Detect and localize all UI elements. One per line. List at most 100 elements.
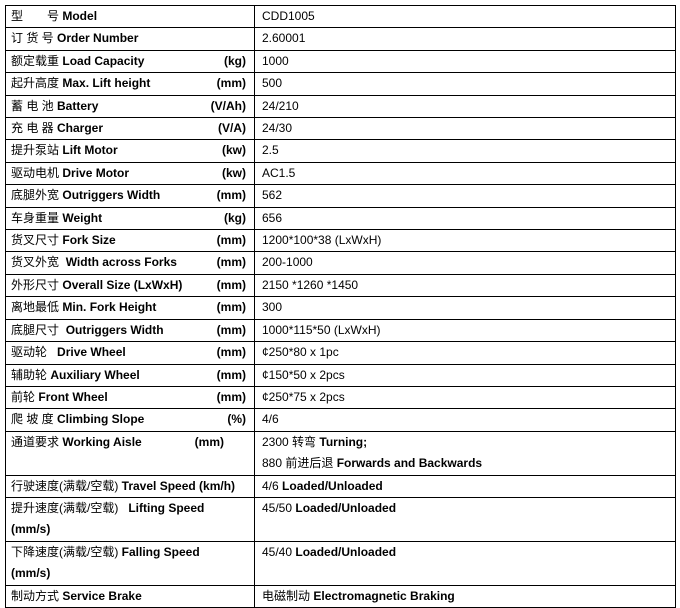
value-text: 4/6 (262, 478, 279, 493)
spec-label: 辅助轮 Auxiliary Wheel (mm) (5, 363, 255, 387)
label-en: Max. Lift height (62, 76, 151, 91)
spec-value: ¢250*80 x 1pc (254, 341, 676, 365)
value-text: 45/40 (262, 544, 293, 559)
label-cn: 前轮 (11, 389, 36, 404)
value-bold: Electromagnetic Braking (313, 588, 455, 603)
spec-label: 车身重量 Weight (kg) (5, 206, 255, 231)
spec-value: 2150 *1260 *1450 (254, 273, 676, 298)
table-row: 驱动电机 Drive Motor (kw) AC1.5 (5, 161, 676, 186)
value-text: 500 (262, 76, 283, 91)
label-unit: (mm) (216, 233, 246, 248)
table-row: 提升泵站 Lift Motor (kw) 2.5 (5, 139, 676, 163)
label-en: Min. Fork Height (62, 300, 157, 315)
label-cn: 外形尺寸 (11, 277, 60, 292)
spec-value: 2300 转弯 Turning; 880 前进后退 Forwards and Ba… (254, 430, 676, 476)
table-row: 充 电 器 Charger (V/A) 24/30 (5, 117, 676, 141)
spec-value: 45/50 Loaded/Unloaded (254, 496, 676, 542)
label-cn: 起升高度 (11, 76, 60, 91)
spec-label: 外形尺寸 Overall Size (LxWxH) (mm) (5, 273, 255, 298)
label-en: Working Aisle (62, 434, 142, 449)
value-text: 1000*115*50 (LxWxH) (262, 322, 381, 337)
spec-label: 额定载重 Load Capacity (kg) (5, 49, 255, 74)
value-text: 1000 (262, 53, 289, 68)
table-row: 离地最低 Min. Fork Height (mm) 300 (5, 296, 676, 320)
table-row: 外形尺寸 Overall Size (LxWxH) (mm) 2150 *1260 … (5, 273, 676, 298)
spec-label: 底腿尺寸 Outriggers Width (mm) (5, 318, 255, 343)
spec-value: CDD1005 (254, 4, 676, 29)
value-bold: Loaded/Unloaded (295, 500, 397, 515)
spec-value: 1000*115*50 (LxWxH) (254, 318, 676, 343)
value-text: 电磁制动 (262, 588, 311, 603)
label-cn: 底腿外宽 (11, 188, 60, 203)
table-row-lifting-speed: 提升速度(满载/空载) Lifting Speed (mm/s) 45/50 Lo… (5, 496, 676, 542)
table-row-falling-speed: 下降速度(满载/空载) Falling Speed (mm/s) 45/40 Lo… (5, 540, 676, 586)
value-bold: Turning; (319, 434, 368, 449)
label-en: Front Wheel (38, 389, 108, 404)
spec-value: 1200*100*38 (LxWxH) (254, 229, 676, 253)
label-unit: (mm/s) (11, 522, 51, 537)
table-row: 订 货 号 Order Number 2.60001 (5, 27, 676, 51)
spec-label: 底腿外宽 Outriggers Width (mm) (5, 184, 255, 208)
label-cn: 通道要求 (11, 434, 60, 449)
value-text: 200-1000 (262, 255, 313, 270)
label-en: Falling Speed (121, 544, 200, 559)
label-en: Order Number (57, 31, 139, 46)
label-unit: (%) (227, 412, 246, 427)
table-row: 辅助轮 Auxiliary Wheel (mm) ¢150*50 x 2pcs (5, 363, 676, 387)
table-row: 额定载重 Load Capacity (kg) 1000 (5, 49, 676, 74)
label-en: Battery (57, 98, 99, 113)
spec-table: 型 号 Model CDD1005 订 货 号 Order Number 2.6000… (5, 4, 676, 608)
spec-label: 通道要求 Working Aisle (mm) (5, 430, 255, 476)
label-unit: (mm) (216, 188, 246, 203)
spec-label: 起升高度 Max. Lift height (mm) (5, 72, 255, 96)
label-cn: 车身重量 (11, 210, 60, 225)
spec-label: 货叉尺寸 Fork Size (mm) (5, 229, 255, 253)
spec-label: 前轮 Front Wheel (mm) (5, 385, 255, 410)
value-text: 4/6 (262, 412, 279, 427)
value-text: 300 (262, 300, 283, 315)
label-unit: (mm) (216, 300, 246, 315)
label-cn: 充 电 器 (11, 121, 54, 136)
spec-value: ¢150*50 x 2pcs (254, 363, 676, 387)
label-cn: 货叉尺寸 (11, 233, 60, 248)
value-text: 45/50 (262, 500, 293, 515)
table-row: 起升高度 Max. Lift height (mm) 500 (5, 72, 676, 96)
label-en: Climbing Slope (57, 412, 145, 427)
value-text: 24/210 (262, 98, 299, 113)
spec-label: 充 电 器 Charger (V/A) (5, 117, 255, 141)
spec-label: 型 号 Model (5, 4, 255, 29)
spec-label: 提升速度(满载/空载) Lifting Speed (mm/s) (5, 496, 255, 542)
label-en: Auxiliary Wheel (50, 367, 140, 382)
spec-value: 656 (254, 206, 676, 231)
spec-label: 行驶速度(满载/空载) Travel Speed (km/h) (5, 474, 255, 498)
spec-label: 订 货 号 Order Number (5, 27, 255, 51)
spec-label: 驱动电机 Drive Motor (kw) (5, 161, 255, 186)
label-en: Drive Motor (62, 165, 130, 180)
label-cn: 蓄 电 池 (11, 98, 54, 113)
spec-value: 2.5 (254, 139, 676, 163)
label-unit: (kg) (224, 53, 246, 68)
spec-value: 200-1000 (254, 251, 676, 275)
spec-value: 300 (254, 296, 676, 320)
spec-label: 提升泵站 Lift Motor (kw) (5, 139, 255, 163)
label-cn: 爬 坡 度 (11, 412, 54, 427)
value-text: AC1.5 (262, 165, 296, 180)
table-row: 底腿外宽 Outriggers Width (mm) 562 (5, 184, 676, 208)
value-text: 880 前进后退 (262, 456, 334, 471)
label-unit: (mm) (216, 367, 246, 382)
value-line-2: 880 前进后退 Forwards and Backwards (262, 456, 482, 470)
spec-label: 蓄 电 池 Battery (V/Ah) (5, 94, 255, 119)
value-bold: Loaded/Unloaded (282, 478, 383, 493)
table-row: 爬 坡 度 Climbing Slope (%) 4/6 (5, 408, 676, 432)
label-unit: (mm) (216, 76, 246, 91)
spec-value: 4/6 (254, 408, 676, 432)
label-cn: 制动方式 (11, 588, 60, 603)
spec-value: 电磁制动 Electromagnetic Braking (254, 584, 676, 608)
label-cn: 驱动轮 (11, 345, 48, 360)
table-row-service-brake: 制动方式 Service Brake 电磁制动 Electromagnetic … (5, 584, 676, 608)
label-cn: 货叉外宽 (11, 255, 60, 270)
value-text: ¢250*75 x 2pcs (262, 389, 345, 404)
label-cn: 底腿尺寸 (11, 322, 60, 337)
label-cn: 行驶速度(满载/空载) (11, 478, 119, 493)
value-text: 24/30 (262, 121, 293, 136)
